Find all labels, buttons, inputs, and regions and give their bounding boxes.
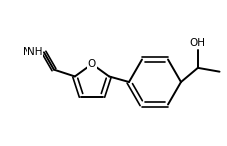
Text: O: O [88,59,96,69]
Text: NH: NH [27,47,43,57]
Text: OH: OH [190,38,206,48]
Text: NH₂: NH₂ [23,47,43,57]
